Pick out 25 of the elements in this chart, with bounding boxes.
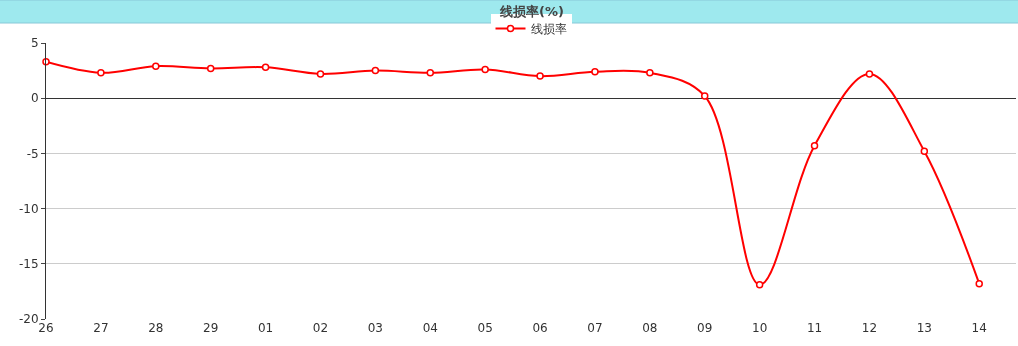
y-tick-label: 0: [30, 91, 39, 106]
y-tick-label: -20: [18, 312, 39, 327]
x-tick-label: 26: [38, 321, 54, 335]
legend-label: 线损率: [530, 22, 567, 37]
y-tick-label: -15: [18, 257, 39, 271]
x-tick-label: 04: [422, 321, 438, 335]
x-tick-label: 09: [697, 321, 713, 335]
x-tick-label: 29: [203, 321, 219, 335]
x-tick-label: 13: [916, 321, 932, 335]
x-tick-label: 27: [93, 321, 109, 335]
x-tick-label: 11: [806, 321, 823, 335]
y-tick-label: 5: [30, 36, 39, 51]
y-tick-label: -5: [26, 146, 39, 161]
y-tick-label: -10: [18, 201, 39, 216]
x-tick-label: 05: [477, 321, 493, 335]
x-tick-label: 03: [367, 321, 384, 335]
x-tick-label: 28: [148, 321, 164, 335]
x-tick-label: 06: [532, 321, 548, 335]
x-tick-label: 10: [752, 321, 768, 335]
x-tick-label: 12: [861, 321, 878, 335]
x-tick-label: 01: [257, 321, 274, 335]
x-tick-label: 07: [587, 321, 603, 335]
x-tick-label: 08: [642, 321, 658, 335]
x-tick-label: 14: [971, 321, 987, 335]
x-tick-label: 02: [312, 321, 329, 335]
